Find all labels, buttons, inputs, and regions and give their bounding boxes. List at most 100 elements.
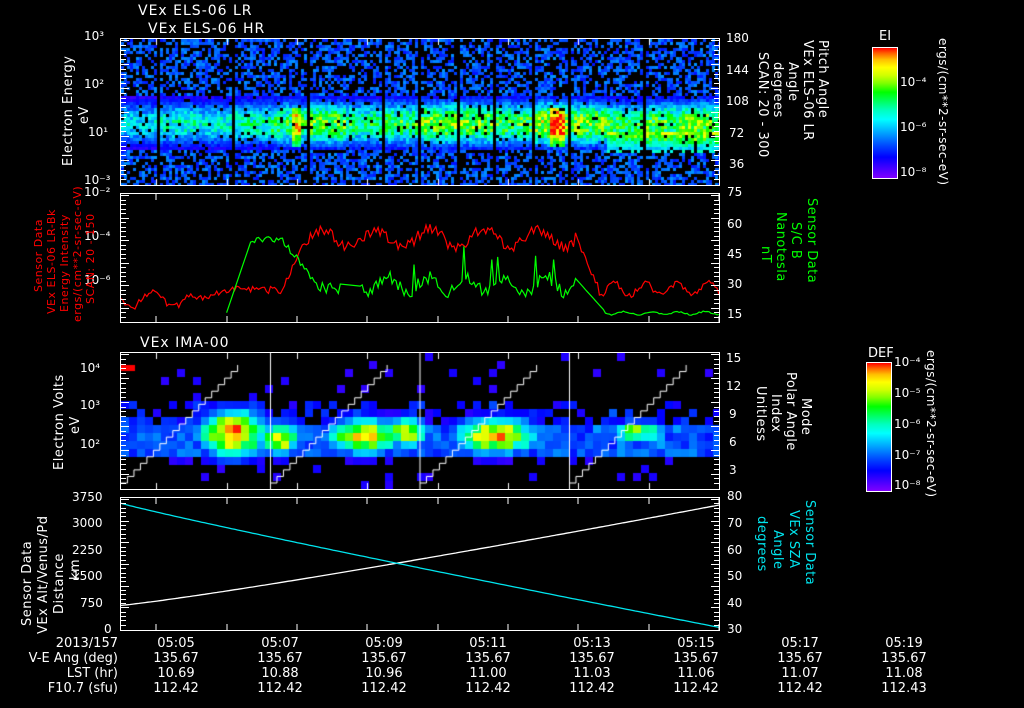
axis-minor-tick	[714, 49, 719, 51]
axis-minor-tick	[714, 249, 719, 250]
axis-minor-tick	[714, 150, 719, 152]
axis-minor-tick	[121, 271, 126, 273]
axis-minor-tick	[121, 174, 126, 176]
axis-minor-tick	[121, 316, 126, 318]
axis-minor-tick	[121, 559, 126, 561]
colorbar2-tick-0: 10⁻⁴	[894, 355, 921, 369]
axis-minor-tick	[711, 195, 719, 196]
p3-left-axis-label: Electron Volts	[52, 374, 67, 470]
axis-minor-tick	[121, 503, 126, 505]
p1-right-tick-144: 144	[726, 63, 749, 77]
p3-right-tick-12: 12	[726, 379, 742, 393]
axis-minor-tick	[121, 235, 126, 237]
axis-minor-tick	[714, 131, 719, 133]
p1-right-label-3: Angle	[785, 62, 800, 102]
axis-minor-tick	[121, 551, 126, 552]
axis-minor-tick	[711, 564, 719, 565]
p4-right-tick-40: 40	[727, 596, 743, 610]
axis-minor-tick	[714, 83, 719, 85]
axis-minor-tick	[714, 551, 719, 552]
p3-right-tick-6: 6	[729, 435, 737, 449]
footer-rowlabel-f107: F10.7 (sfu)	[47, 681, 118, 696]
table-row-veang: V-E Ang (deg) 135.67 135.67 135.67 135.67 13…	[8, 651, 956, 666]
axis-minor-tick	[711, 585, 719, 587]
axis-minor-tick	[121, 401, 129, 403]
axis-minor-tick	[121, 363, 126, 365]
axis-minor-tick	[714, 73, 719, 75]
axis-minor-tick	[121, 603, 126, 604]
p4-ytick-750: 750	[80, 596, 103, 610]
axis-minor-tick	[714, 199, 719, 201]
axis-minor-tick	[121, 298, 126, 300]
axis-minor-tick	[714, 454, 719, 456]
axis-minor-tick	[121, 83, 126, 85]
footer-cell-f107-4: 112.42	[569, 681, 615, 696]
footer-cell-ve-ang-3: 135.67	[465, 651, 511, 666]
axis-minor-tick	[714, 164, 719, 166]
axis-minor-tick	[714, 478, 719, 480]
axis-minor-tick	[711, 449, 719, 451]
axis-minor-tick	[711, 217, 719, 219]
footer-cell-time-2: 05:09	[365, 636, 403, 651]
p2-right-tick-60: 60	[727, 217, 743, 231]
panel-electron-energy-spectrogram	[120, 38, 720, 186]
axis-minor-tick	[714, 116, 719, 118]
p4-ytick-3000: 3000	[72, 516, 103, 530]
axis-minor-tick	[714, 244, 719, 246]
axis-minor-tick	[714, 44, 719, 46]
axis-minor-tick	[121, 169, 126, 171]
p4-right-label-4: degrees	[754, 516, 769, 572]
axis-minor-tick	[121, 435, 126, 437]
p2-right-label-4: nT	[758, 246, 773, 264]
axis-minor-tick	[121, 136, 129, 137]
axis-minor-tick	[121, 507, 126, 509]
p1-ytick-2: 10¹	[88, 125, 109, 139]
footer-cell-ve-ang-4: 135.67	[569, 651, 615, 666]
axis-minor-tick	[714, 512, 719, 513]
axis-minor-tick	[714, 312, 719, 313]
axis-minor-tick	[711, 285, 719, 286]
axis-minor-tick	[714, 616, 719, 617]
axis-minor-tick	[714, 54, 719, 56]
axis-minor-tick	[714, 155, 719, 157]
axis-minor-tick	[121, 616, 126, 617]
axis-minor-tick	[714, 363, 719, 365]
axis-minor-tick	[714, 289, 719, 291]
axis-minor-tick	[121, 150, 126, 152]
p4-right-tick-70: 70	[727, 516, 743, 530]
axis-minor-tick	[121, 520, 129, 522]
axis-minor-tick	[121, 267, 126, 268]
axis-minor-tick	[714, 533, 719, 535]
axis-minor-tick	[121, 598, 126, 600]
axis-minor-tick	[121, 226, 126, 228]
p2-left-label-2: VEx ELS-06 LR-Bk	[45, 209, 58, 314]
p3-right-tick-9: 9	[729, 407, 737, 421]
colorbar2-units: ergs/(cm**2-sr-sec-eV)	[924, 350, 938, 498]
colorbar1-tick-0: 10⁻⁴	[900, 75, 927, 89]
axis-minor-tick	[121, 303, 126, 304]
axis-minor-tick	[714, 529, 719, 531]
axis-minor-tick	[714, 444, 719, 446]
axis-minor-tick	[711, 473, 719, 475]
p4-right-tick-60: 60	[727, 543, 743, 557]
axis-minor-tick	[714, 68, 719, 70]
axis-minor-tick	[121, 577, 126, 578]
axis-minor-tick	[714, 590, 719, 591]
footer-date: 2013/157	[55, 636, 118, 651]
axis-minor-tick	[121, 533, 126, 535]
axis-minor-tick	[121, 594, 126, 596]
axis-minor-tick	[121, 294, 126, 295]
p2-ytick-0: 10⁻²	[84, 185, 111, 199]
axis-minor-tick	[714, 411, 719, 413]
axis-minor-tick	[714, 440, 719, 442]
footer-parameter-table: 2013/157 05:05 05:07 05:09 05:11 05:13 05:15 0…	[8, 636, 956, 696]
axis-minor-tick	[711, 262, 719, 264]
spectrogram-canvas-els	[121, 39, 719, 185]
p3-right-label-3: Index	[768, 394, 783, 433]
axis-minor-tick	[711, 160, 719, 161]
axis-minor-tick	[121, 454, 126, 456]
p1-right-tick-36: 36	[729, 157, 745, 171]
p1-left-axis-units: eV	[77, 106, 92, 124]
footer-cell-ve-ang-5: 135.67	[673, 651, 719, 666]
